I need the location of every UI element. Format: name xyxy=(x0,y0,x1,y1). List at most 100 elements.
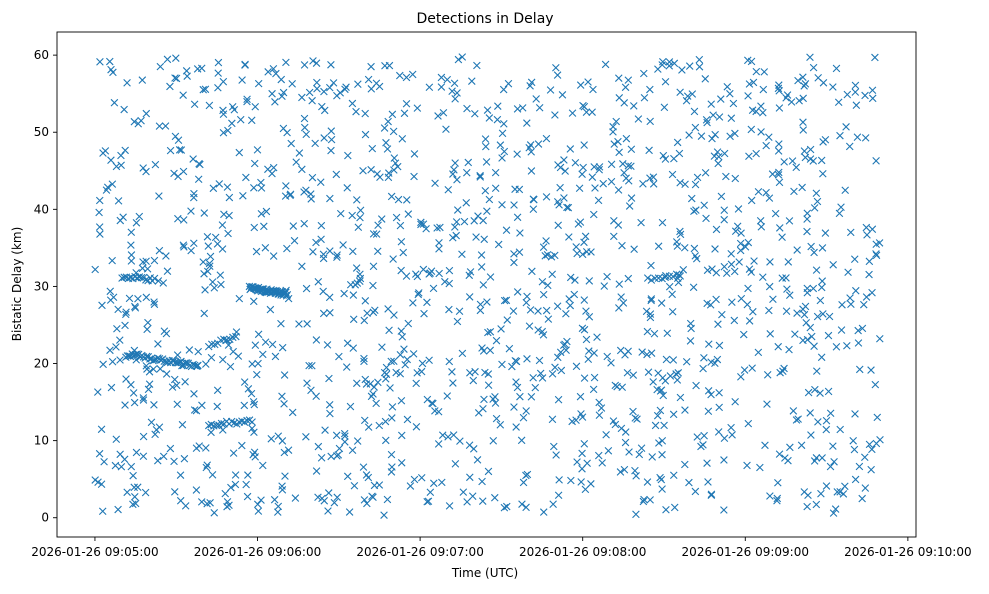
data-point xyxy=(726,89,734,98)
data-point xyxy=(156,365,164,373)
data-point xyxy=(258,461,267,470)
data-point xyxy=(302,432,310,441)
data-point xyxy=(201,286,209,294)
data-point xyxy=(560,194,568,202)
data-point xyxy=(123,79,131,87)
data-point xyxy=(499,85,508,94)
data-point xyxy=(325,293,334,302)
data-point xyxy=(661,77,670,86)
data-point xyxy=(114,505,122,514)
data-point xyxy=(250,400,259,409)
data-point xyxy=(589,210,598,219)
data-point xyxy=(590,373,599,382)
data-point xyxy=(787,98,796,106)
data-point xyxy=(547,253,556,261)
data-point xyxy=(431,407,439,415)
data-point xyxy=(353,437,362,445)
data-point xyxy=(269,252,278,260)
data-point xyxy=(320,134,328,142)
data-point xyxy=(749,78,758,87)
data-point xyxy=(647,295,656,303)
data-point xyxy=(295,320,303,328)
data-point xyxy=(595,163,604,171)
data-point xyxy=(114,305,122,314)
data-point xyxy=(223,183,232,191)
data-point xyxy=(803,227,811,236)
data-point xyxy=(327,60,335,69)
data-point xyxy=(394,195,403,204)
data-point xyxy=(785,291,794,300)
data-point xyxy=(313,84,321,93)
data-point xyxy=(445,266,454,275)
data-point xyxy=(500,296,509,305)
data-point xyxy=(784,258,793,266)
data-point xyxy=(445,502,454,510)
data-point xyxy=(614,221,623,229)
data-point xyxy=(199,85,208,94)
data-point xyxy=(810,457,819,465)
data-point xyxy=(97,425,106,434)
data-point xyxy=(150,300,159,309)
data-point xyxy=(829,260,837,269)
data-point xyxy=(278,486,287,494)
data-point xyxy=(205,101,214,110)
data-point xyxy=(156,62,165,71)
data-point xyxy=(788,157,797,165)
data-point xyxy=(765,306,773,315)
data-point xyxy=(163,267,172,275)
data-point xyxy=(834,98,843,107)
data-point xyxy=(775,168,783,177)
data-point xyxy=(477,263,486,271)
data-point xyxy=(196,160,204,169)
data-point xyxy=(333,493,341,502)
data-point xyxy=(659,151,668,160)
data-point xyxy=(833,488,842,496)
data-point xyxy=(209,184,218,193)
data-point xyxy=(384,173,393,182)
data-point xyxy=(207,428,215,437)
data-point xyxy=(374,221,382,230)
data-point xyxy=(335,352,343,361)
data-point xyxy=(623,368,632,377)
data-point xyxy=(868,445,876,454)
data-point xyxy=(735,258,743,266)
data-point xyxy=(607,359,615,367)
data-point xyxy=(127,380,135,389)
data-point xyxy=(197,64,206,73)
data-point xyxy=(309,248,317,256)
data-point xyxy=(303,320,311,328)
data-point xyxy=(203,499,211,508)
data-point xyxy=(410,172,418,181)
data-point xyxy=(863,231,871,239)
data-point xyxy=(836,425,844,434)
data-point xyxy=(829,442,837,450)
data-point xyxy=(397,431,406,440)
data-point xyxy=(312,238,320,247)
data-point xyxy=(548,270,557,279)
data-point xyxy=(462,168,471,177)
data-point xyxy=(539,508,548,516)
data-point xyxy=(527,167,536,175)
data-point xyxy=(168,383,177,391)
data-point xyxy=(855,462,864,471)
data-point xyxy=(202,463,211,472)
data-point xyxy=(846,228,855,237)
data-point xyxy=(204,242,213,250)
data-point xyxy=(580,238,588,247)
data-point xyxy=(576,81,585,89)
data-point xyxy=(96,230,104,238)
data-point xyxy=(578,170,586,178)
data-point xyxy=(734,205,743,213)
data-point xyxy=(817,156,826,165)
data-point xyxy=(389,127,398,136)
data-point xyxy=(98,301,106,310)
data-point xyxy=(745,152,753,161)
data-point xyxy=(515,185,524,194)
data-point xyxy=(674,278,683,287)
data-point xyxy=(773,494,782,503)
data-point xyxy=(344,151,352,160)
data-point xyxy=(384,305,392,313)
data-point xyxy=(155,246,164,255)
data-point xyxy=(482,142,490,151)
data-point xyxy=(829,509,838,517)
